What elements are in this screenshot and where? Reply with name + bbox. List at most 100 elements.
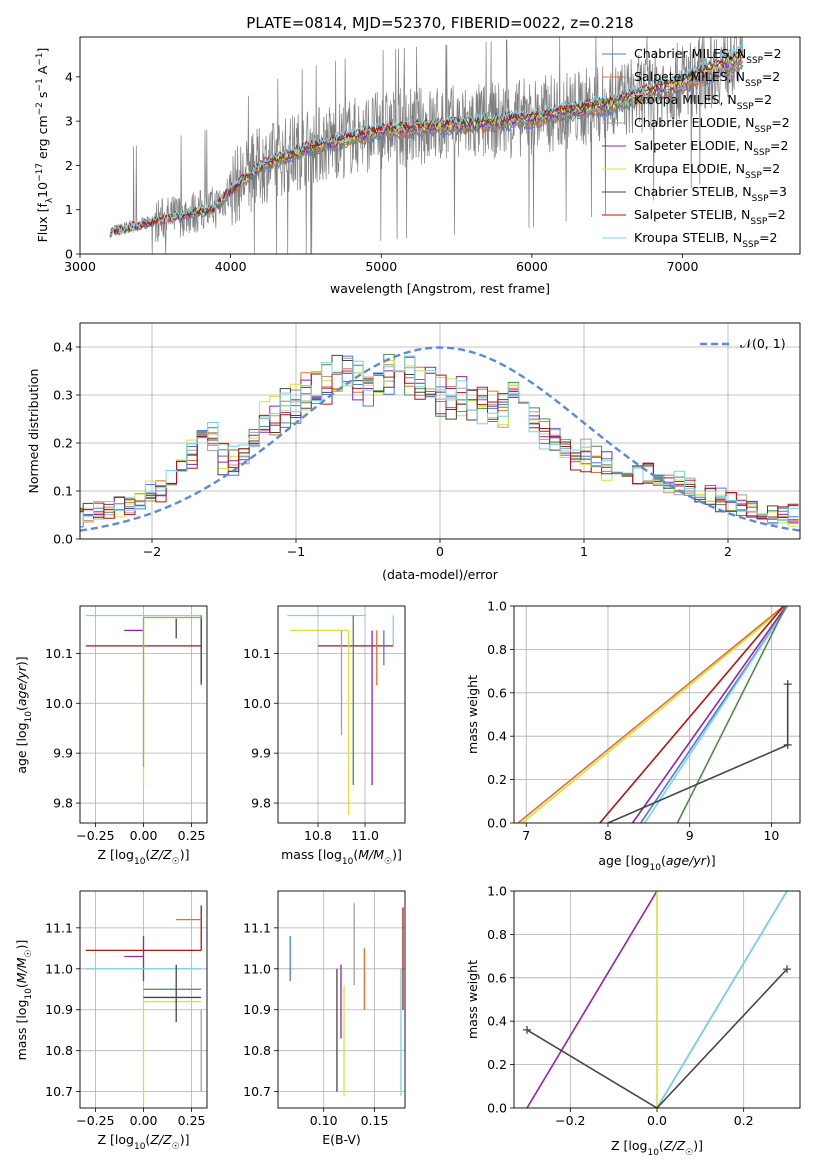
- x-tick-label: 0.25: [178, 1113, 206, 1128]
- axes-age_vs_mass: 10.8 11.0 9.8 9.9 10.0 10.1: [243, 605, 406, 843]
- plot-area: [80, 323, 800, 539]
- x-tick-label: 11.0: [351, 828, 379, 843]
- y-tick-label: 10.1: [45, 646, 73, 661]
- y-tick-label: 0.8: [487, 642, 507, 657]
- y-tick-label: 0.2: [53, 436, 73, 451]
- weight-line-kroupa_stelib: [644, 606, 789, 823]
- axes-frame: [277, 605, 406, 824]
- x-tick-label: 2: [724, 544, 732, 559]
- legend-entry: Kroupa STELIB, NSSP=2: [634, 230, 778, 250]
- weight-line-salpeter_stelib: [599, 606, 785, 823]
- y-tick-label: 0.0: [487, 816, 507, 831]
- y-tick-label: 9.9: [53, 746, 73, 761]
- weight-line-salpeter_elodie: [631, 606, 787, 823]
- gridlines: [80, 323, 800, 539]
- axes-frame: [513, 605, 801, 824]
- spectrum-y-label: Flux [fλ10−17 erg cm−2 s−1 A−1]: [35, 48, 55, 243]
- x-tick-label: −1: [287, 544, 305, 559]
- y-tick-label: 9.9: [251, 746, 271, 761]
- x-tick-label: 4000: [215, 259, 247, 274]
- axes-frame: [79, 890, 208, 1109]
- x-tick-label: 9: [686, 828, 694, 843]
- y-tick-label: 10.9: [243, 1002, 271, 1017]
- weight_vs_Z-x-label: Z [log10(Z/Z☉)]: [611, 1138, 703, 1158]
- age_vs_Z-y-label: age [log10(age/yr)]: [14, 656, 34, 773]
- y-tick-label: 10.9: [45, 1002, 73, 1017]
- legend-entry: Salpeter MILES, NSSP=2: [634, 69, 780, 89]
- y-tick-label: 0.4: [487, 1014, 507, 1029]
- y-tick-label: 10.0: [243, 696, 271, 711]
- x-tick-label: 0.15: [361, 1113, 389, 1128]
- weight-marker: [783, 965, 791, 974]
- gaussian-legend-label: 𝒩(0, 1): [740, 336, 786, 351]
- weight-marker: [523, 1025, 531, 1034]
- x-tick-label: 7: [522, 828, 530, 843]
- x-tick-label: 1: [580, 544, 588, 559]
- x-tick-label: 0.2: [734, 1113, 754, 1128]
- y-tick-label: 0.4: [487, 729, 507, 744]
- axes-frame: [79, 36, 801, 255]
- y-tick-label: 11.0: [243, 961, 271, 976]
- y-tick-label: 0.6: [487, 970, 507, 985]
- y-tick-label: 0.2: [487, 1057, 507, 1072]
- x-tick-label: 10.8: [304, 828, 332, 843]
- weight-line-salpeter_miles: [517, 606, 785, 823]
- y-tick-label: 9.8: [53, 796, 73, 811]
- plot-area: [80, 891, 207, 1108]
- y-tick-label: 10.7: [243, 1084, 271, 1099]
- x-tick-label: 7000: [667, 259, 699, 274]
- x-tick-label: 0.0: [647, 1113, 667, 1128]
- age_vs_mass-x-label: mass [log10(M/M☉)]: [281, 847, 402, 867]
- weight_vs_age-y-label: mass weight: [465, 675, 480, 754]
- axes-mass_vs_Z: −0.25 0.00 0.25 10.7 10.8 10.9 11.0 11.1: [45, 890, 208, 1128]
- histogram-kroupa_stelib: [80, 355, 799, 522]
- legend-entry: Chabrier MILES, NSSP=2: [634, 46, 782, 66]
- y-tick-label: 0.2: [487, 772, 507, 787]
- y-tick-label: 0: [65, 247, 73, 262]
- axes-frame: [79, 322, 801, 540]
- y-tick-label: 0.1: [53, 484, 73, 499]
- mass_vs_Z-x-label: Z [log10(Z/Z☉)]: [98, 1132, 190, 1152]
- legend-entry: Kroupa MILES, NSSP=2: [634, 92, 772, 112]
- y-tick-label: 10.8: [243, 1043, 271, 1058]
- figure-title: PLATE=0814, MJD=52370, FIBERID=0022, z=0…: [246, 14, 633, 32]
- y-tick-label: 1.0: [487, 884, 507, 899]
- y-tick-label: 0.8: [487, 927, 507, 942]
- weight_vs_age-x-label: age [log10(age/yr)]: [598, 853, 715, 873]
- y-tick-label: 10.0: [45, 696, 73, 711]
- y-tick-label: 1.0: [487, 599, 507, 614]
- legend-entry: Salpeter ELODIE, NSSP=2: [634, 138, 788, 158]
- legend-entry: Kroupa ELODIE, NSSP=2: [634, 161, 780, 181]
- axes-frame: [277, 890, 406, 1109]
- y-tick-label: 10.8: [45, 1043, 73, 1058]
- axes-residuals: −2 −1 0 1 2 0.0 0.1 0.2 0.3 0.4: [53, 322, 801, 559]
- y-tick-label: 10.7: [45, 1084, 73, 1099]
- axes-age_vs_Z: −0.25 0.00 0.25 9.8 9.9 10.0 10.1: [45, 605, 208, 843]
- x-tick-label: −0.2: [555, 1113, 585, 1128]
- residual-y-label: Normed distribution: [26, 369, 41, 494]
- axes-weight_vs_Z: −0.2 0.0 0.2 0.0 0.2 0.4 0.6 0.8 1.0: [487, 884, 801, 1128]
- plot-area: [80, 606, 207, 823]
- y-tick-label: 10.1: [243, 646, 271, 661]
- axes-weight_vs_age: 7 8 9 10 0.0 0.2 0.4 0.6 0.8 1.0: [487, 599, 801, 843]
- plot-area: [109, 37, 744, 254]
- axes-frame: [79, 605, 208, 824]
- x-tick-label: 0.00: [130, 1113, 158, 1128]
- x-tick-label: 5000: [365, 259, 397, 274]
- y-tick-label: 11.0: [45, 961, 73, 976]
- axes-mass_vs_ebv: 0.10 0.15 10.7 10.8 10.9 11.0 11.1: [243, 890, 406, 1128]
- mass_vs_ebv-x-label: E(B-V): [322, 1132, 361, 1147]
- axes-frame: [513, 890, 801, 1109]
- plot-area: [514, 606, 800, 823]
- x-tick-label: 3000: [64, 259, 96, 274]
- x-tick-label: 0: [436, 544, 444, 559]
- age_vs_Z-x-label: Z [log10(Z/Z☉)]: [98, 847, 190, 867]
- y-tick-label: 11.1: [45, 920, 73, 935]
- weight-line-chabrier_stelib: [656, 968, 788, 1108]
- spectrum-model-kroupa_stelib: [109, 43, 744, 236]
- plot-area: [278, 606, 405, 823]
- weight-marker: [783, 680, 792, 689]
- x-tick-label: −0.25: [76, 1113, 114, 1128]
- y-tick-label: 9.8: [251, 796, 271, 811]
- x-tick-label: −0.25: [76, 828, 114, 843]
